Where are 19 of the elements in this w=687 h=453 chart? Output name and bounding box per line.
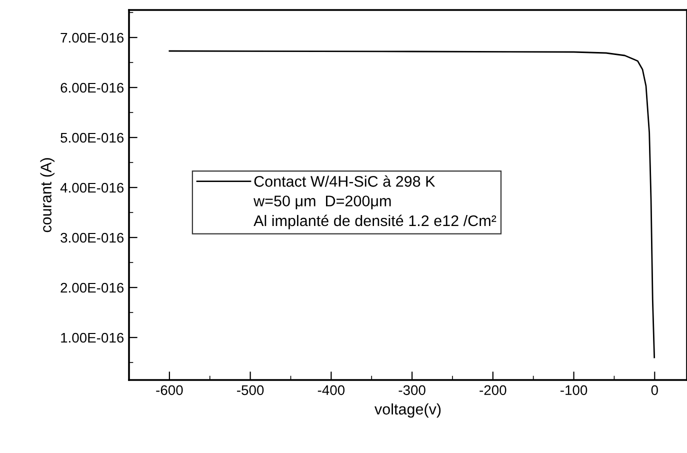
y-tick-label: 4.00E-016 bbox=[60, 182, 124, 193]
x-tick-label: -500 bbox=[237, 385, 264, 396]
legend-label: Contact W/4H-SiC à 298 K bbox=[254, 175, 436, 187]
y-tick-label: 7.00E-016 bbox=[60, 32, 124, 43]
x-axis-title: voltage(v) bbox=[374, 403, 441, 418]
y-tick-label: 3.00E-016 bbox=[60, 232, 124, 243]
annotation: Al implanté de densité 1.2 e12 /Cm² bbox=[254, 214, 496, 230]
annotation: w=50 μm D=200μm bbox=[254, 196, 391, 210]
y-tick-label: 6.00E-016 bbox=[60, 82, 124, 93]
y-axis-title: courant (A) bbox=[40, 158, 54, 232]
y-tick-label: 5.00E-016 bbox=[60, 132, 124, 143]
y-tick-label: 2.00E-016 bbox=[60, 282, 124, 293]
x-tick-label: -100 bbox=[560, 385, 588, 396]
y-tick-label: 1.00E-016 bbox=[61, 332, 124, 343]
x-tick-label: -200 bbox=[480, 385, 506, 396]
x-tick-label: -400 bbox=[318, 385, 345, 396]
x-tick-label: 0 bbox=[651, 385, 658, 396]
x-tick-label: -600 bbox=[156, 385, 183, 396]
x-tick-label: -300 bbox=[398, 385, 426, 396]
